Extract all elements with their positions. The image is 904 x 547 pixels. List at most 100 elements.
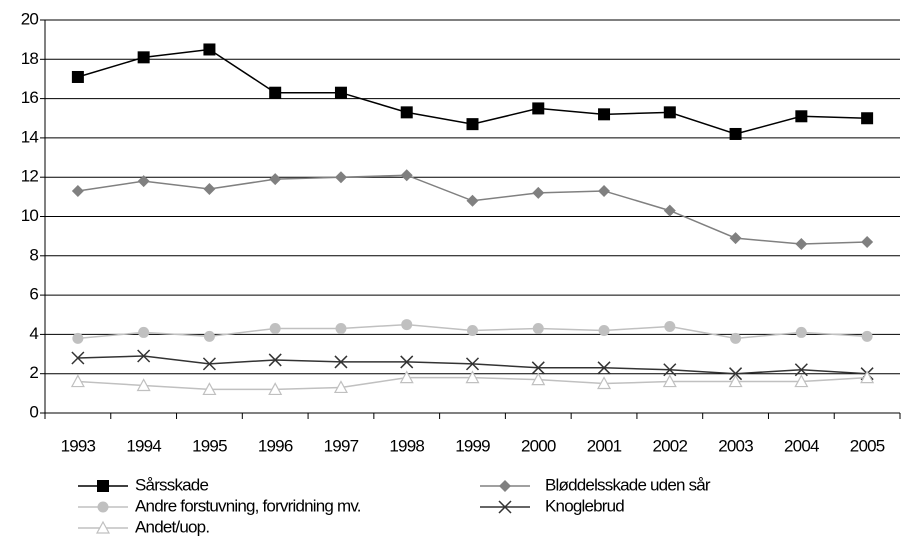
data-point xyxy=(71,351,85,365)
x-tick-label: 2000 xyxy=(521,436,556,455)
data-point xyxy=(466,194,479,207)
data-point xyxy=(466,118,479,131)
legend-label: Andre forstuvning, forvridning mv. xyxy=(135,496,361,515)
data-point xyxy=(333,380,348,394)
data-point xyxy=(662,374,677,388)
data-point xyxy=(597,376,612,390)
legend-marker xyxy=(498,500,512,514)
legend-label: Bløddelsskade uden sår xyxy=(545,475,711,494)
legend-label: Sårsskade xyxy=(135,475,208,494)
data-point xyxy=(269,86,282,99)
data-point xyxy=(334,355,348,369)
x-tick-label: 2005 xyxy=(850,436,885,455)
x-tick-label: 1996 xyxy=(258,436,293,455)
data-point xyxy=(598,324,610,336)
data-point xyxy=(861,236,874,249)
x-tick-label: 1998 xyxy=(389,436,424,455)
data-point xyxy=(795,238,808,251)
data-point xyxy=(795,110,808,123)
data-point xyxy=(532,323,544,335)
y-tick-label: 18 xyxy=(21,49,39,68)
data-point xyxy=(138,326,150,338)
legend-marker xyxy=(97,501,109,513)
data-point xyxy=(465,370,480,384)
series-line xyxy=(77,174,868,245)
data-point xyxy=(268,353,282,367)
data-point xyxy=(269,173,282,186)
data-point xyxy=(860,370,875,384)
data-point xyxy=(203,182,216,195)
data-point xyxy=(730,332,742,344)
data-point xyxy=(465,357,480,371)
x-tick-label: 2003 xyxy=(718,436,753,455)
data-point xyxy=(137,51,150,64)
x-tick-label: 2002 xyxy=(652,436,687,455)
data-point xyxy=(663,204,676,217)
data-point xyxy=(729,232,742,245)
data-point xyxy=(400,106,413,119)
data-point xyxy=(728,374,743,388)
legend-marker xyxy=(97,480,109,492)
data-point xyxy=(399,370,414,384)
data-point xyxy=(794,363,808,377)
data-point xyxy=(861,112,874,125)
data-point xyxy=(203,330,215,342)
data-point xyxy=(794,374,809,388)
data-point xyxy=(861,330,873,342)
data-point xyxy=(664,321,676,333)
x-tick-label: 1993 xyxy=(61,436,96,455)
data-point xyxy=(136,378,151,392)
data-point xyxy=(70,374,85,388)
y-tick-label: 10 xyxy=(21,206,39,225)
data-point xyxy=(729,367,743,381)
data-point xyxy=(202,382,217,396)
legend-label: Knoglebrud xyxy=(545,496,624,515)
data-point xyxy=(401,319,413,331)
data-point xyxy=(400,355,414,369)
data-point xyxy=(137,349,151,363)
data-point xyxy=(335,323,347,335)
y-tick-label: 8 xyxy=(29,245,38,264)
data-point xyxy=(334,171,347,184)
data-point xyxy=(597,361,611,375)
y-tick-label: 16 xyxy=(21,88,39,107)
data-point xyxy=(203,43,216,56)
x-tick-label: 2001 xyxy=(587,436,622,455)
legend-label: Andet/uop. xyxy=(135,517,209,536)
data-point xyxy=(71,70,84,83)
data-point xyxy=(598,184,611,197)
legend-marker xyxy=(499,480,511,492)
data-point xyxy=(334,86,347,99)
y-tick-label: 14 xyxy=(21,127,39,146)
data-point xyxy=(663,363,677,377)
data-point xyxy=(400,169,413,182)
data-point xyxy=(795,326,807,338)
data-point xyxy=(71,184,84,197)
data-point xyxy=(269,323,281,335)
x-tick-label: 2004 xyxy=(784,436,819,455)
data-point xyxy=(268,382,283,396)
y-tick-label: 6 xyxy=(29,285,38,304)
data-point xyxy=(663,106,676,119)
data-point xyxy=(467,324,478,336)
x-tick-label: 1995 xyxy=(192,436,227,455)
y-tick-label: 12 xyxy=(21,167,39,186)
data-point xyxy=(72,332,84,344)
y-tick-label: 20 xyxy=(21,9,39,28)
data-point xyxy=(598,108,611,121)
data-point xyxy=(531,372,546,386)
y-tick-label: 4 xyxy=(29,324,38,343)
y-tick-label: 0 xyxy=(29,402,38,421)
data-point xyxy=(202,357,216,371)
y-tick-label: 2 xyxy=(29,363,38,382)
data-point xyxy=(532,186,545,199)
data-point xyxy=(729,127,742,140)
x-tick-label: 1994 xyxy=(126,436,161,455)
data-point xyxy=(532,102,545,115)
data-point xyxy=(531,361,545,375)
legend-marker xyxy=(95,520,111,534)
x-tick-label: 1997 xyxy=(324,436,359,455)
data-point xyxy=(137,175,150,188)
x-tick-label: 1999 xyxy=(455,436,490,455)
